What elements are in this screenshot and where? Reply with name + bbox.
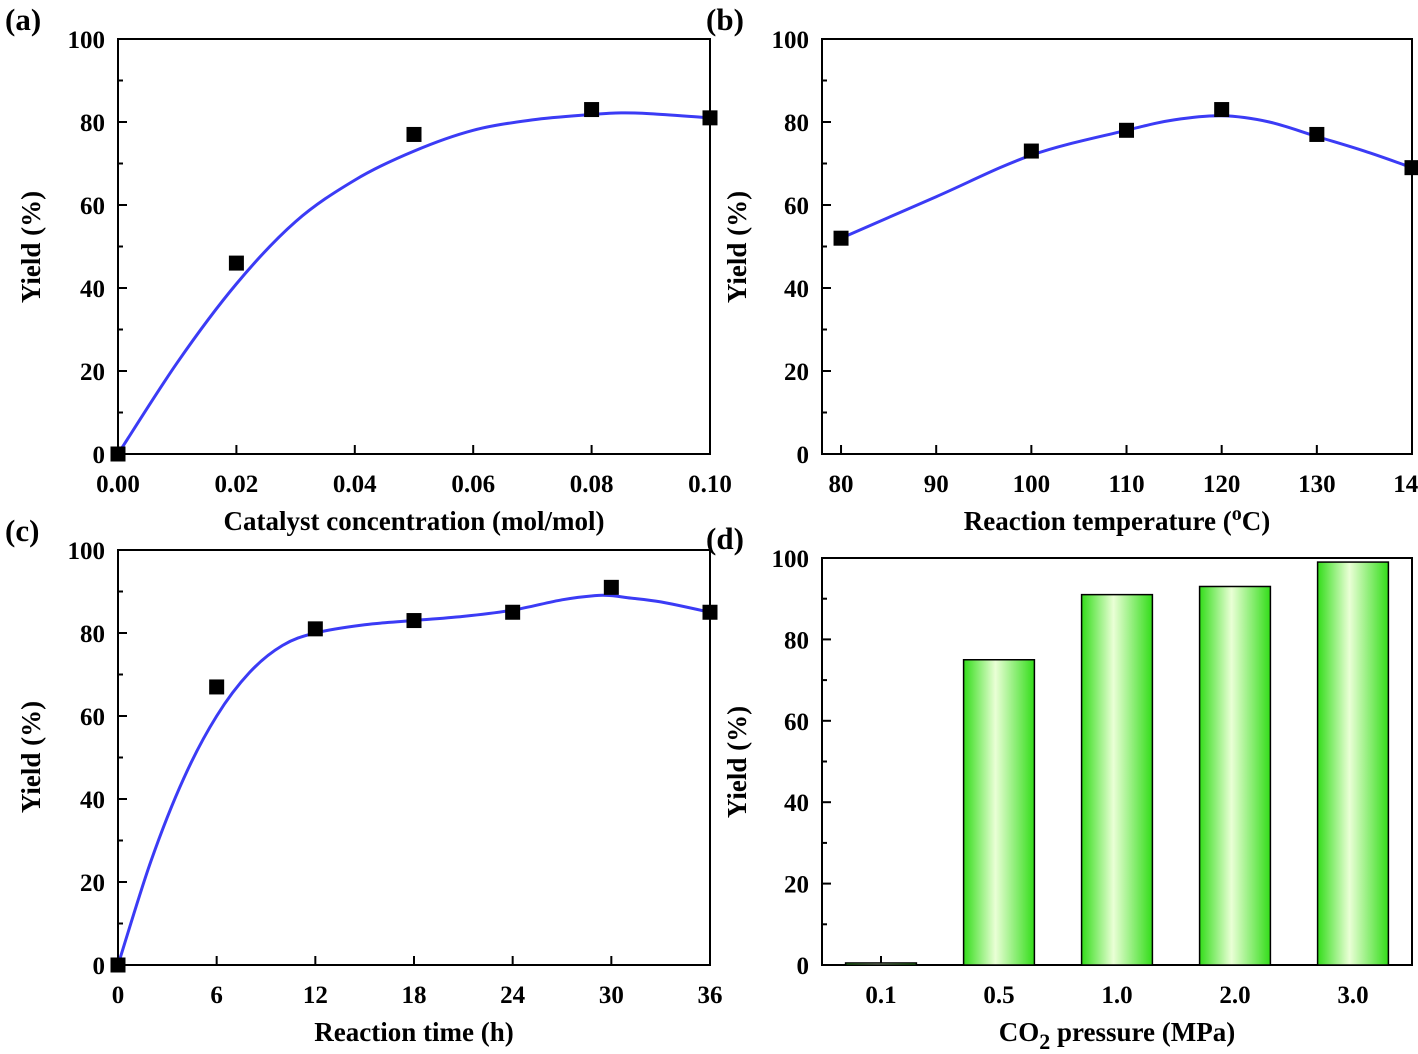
fit-curve: [116, 111, 711, 455]
y-tick-label: 80: [80, 110, 105, 137]
panel-a: 0 20 40 60 80 100 0.00 0.02 0.04 0.06 0.08 0.10 Yiel…: [16, 27, 732, 536]
y-tick-label: 40: [784, 276, 809, 303]
data-point: [1309, 126, 1325, 142]
y-tick-label: 0: [797, 953, 810, 980]
panel-c: 0 20 40 60 80 100 0 6 12 18 24 30 36 Yield (%) Reactio…: [16, 538, 723, 1047]
data-point: [584, 102, 600, 118]
x-tick-label: 90: [924, 471, 949, 498]
x-tick-label: 0.02: [215, 471, 259, 498]
x-tick-label: 140: [1393, 471, 1418, 498]
y-tick-label: 20: [80, 870, 105, 897]
panel-d: 0 20 40 60 80 100 0.1 0.5 1.0 2.0 3.0 Yield (%) CO2 …: [722, 546, 1413, 1054]
y-tick-label: 60: [80, 193, 105, 220]
y-tick-label: 100: [772, 27, 810, 54]
x-tick-label: 0.10: [688, 471, 732, 498]
x-tick-label: 0.08: [570, 471, 614, 498]
x-tick-label: 100: [1013, 471, 1051, 498]
bar: [1080, 593, 1154, 966]
x-tick-label: 24: [500, 982, 526, 1009]
x-tick-label: 2.0: [1219, 982, 1250, 1009]
data-point: [406, 613, 422, 629]
x-tick-label: 0.5: [983, 982, 1014, 1009]
data-point: [1119, 122, 1135, 138]
x-tick-label: 0.06: [451, 471, 495, 498]
fit-curve: [116, 593, 711, 966]
panel-label-b: (b): [706, 2, 744, 37]
data-point: [505, 604, 521, 620]
data-point: [1023, 143, 1039, 159]
panel-label-c: (c): [5, 513, 40, 548]
data-point: [702, 110, 718, 126]
x-tick-label: 18: [402, 982, 427, 1009]
y-tick-label: 100: [68, 538, 106, 565]
bar: [1316, 561, 1390, 966]
x-tick-label: 6: [210, 982, 223, 1009]
y-tick-label: 20: [784, 359, 809, 386]
x-axis-label: Catalyst concentration (mol/mol): [224, 506, 605, 536]
bar: [844, 962, 918, 966]
y-tick-label: 80: [80, 621, 105, 648]
bar: [962, 659, 1036, 966]
panel-b: 0 20 40 60 80 100 80 90 100 110 120 130 140 Yield (%)…: [722, 27, 1418, 536]
data-point: [110, 957, 126, 973]
y-axis-label: Yield (%): [16, 701, 46, 813]
x-tick-label: 3.0: [1337, 982, 1368, 1009]
x-tick-label: 80: [829, 471, 854, 498]
x-tick-label: 120: [1203, 471, 1241, 498]
x-tick-label: 36: [698, 982, 723, 1009]
x-axis-label-sub: 2: [1039, 1029, 1050, 1054]
x-tick-label: 12: [303, 982, 328, 1009]
x-tick-label: 0.00: [96, 471, 140, 498]
panel-label-a: (a): [5, 2, 42, 37]
plot-frame: [117, 38, 711, 455]
x-axis-label: CO2 pressure (MPa): [999, 1017, 1235, 1054]
x-tick-label: 110: [1108, 471, 1144, 498]
x-tick-label: 0.1: [865, 982, 896, 1009]
x-tick-label: 30: [599, 982, 624, 1009]
y-axis-label: Yield (%): [16, 191, 46, 303]
data-point: [209, 679, 225, 695]
plot-frame: [821, 38, 1413, 455]
y-tick-label: 80: [784, 110, 809, 137]
bar: [1198, 585, 1272, 966]
y-tick-label: 100: [772, 546, 810, 573]
x-axis-label: Reaction time (h): [314, 1017, 513, 1047]
y-tick-label: 60: [80, 704, 105, 731]
y-tick-label: 80: [784, 627, 809, 654]
data-point: [702, 604, 718, 620]
fit-curve: [840, 114, 1413, 240]
x-tick-label: 130: [1298, 471, 1336, 498]
y-tick-label: 100: [68, 27, 106, 54]
y-tick-label: 20: [784, 872, 809, 899]
y-tick-label: 40: [784, 790, 809, 817]
plot-frame: [117, 549, 711, 966]
data-point: [1214, 102, 1230, 118]
y-tick-label: 20: [80, 359, 105, 386]
y-tick-label: 0: [797, 442, 810, 469]
x-tick-label: 0: [112, 982, 125, 1009]
data-point: [406, 126, 422, 142]
x-axis-label: Reaction temperature (oC): [964, 503, 1270, 536]
data-point: [228, 255, 244, 271]
y-tick-label: 0: [93, 953, 106, 980]
x-axis-label-end: C): [1242, 506, 1271, 536]
y-axis-label: Yield (%): [722, 191, 752, 303]
data-point: [833, 230, 849, 246]
y-tick-label: 60: [784, 193, 809, 220]
data-point: [603, 579, 619, 595]
y-tick-label: 0: [93, 442, 106, 469]
y-tick-label: 40: [80, 787, 105, 814]
y-tick-label: 40: [80, 276, 105, 303]
y-tick-label: 60: [784, 709, 809, 736]
panel-label-d: (d): [706, 521, 744, 556]
x-tick-label: 1.0: [1101, 982, 1132, 1009]
data-point: [307, 621, 323, 637]
x-tick-label: 0.04: [333, 471, 377, 498]
x-axis-label-sup: o: [1232, 503, 1242, 525]
data-point: [1404, 160, 1418, 176]
x-axis-label-end: pressure (MPa): [1050, 1017, 1235, 1047]
data-point: [110, 446, 126, 462]
y-axis-label: Yield (%): [722, 706, 752, 818]
